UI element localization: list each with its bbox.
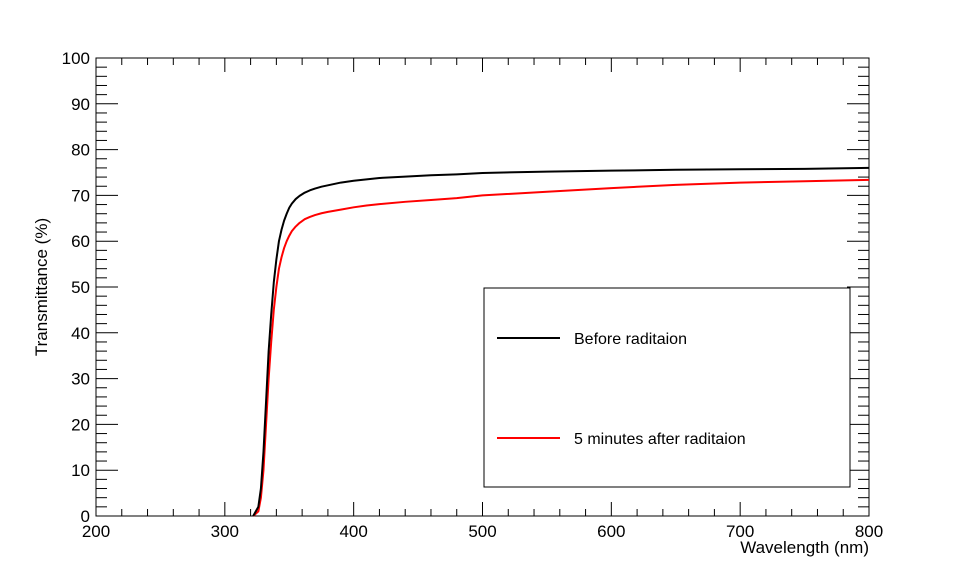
- legend-label-after: 5 minutes after raditaion: [574, 431, 746, 448]
- y-tick-label: 40: [71, 324, 90, 343]
- x-tick-label: 800: [855, 522, 883, 541]
- y-axis-ticks: 0 10 20 30 40 50 60 70 80 90 100: [62, 49, 869, 526]
- x-tick-label: 400: [339, 522, 367, 541]
- y-tick-label: 0: [81, 507, 90, 526]
- x-tick-label: 200: [82, 522, 110, 541]
- legend-label-before: Before raditaion: [574, 331, 687, 348]
- y-tick-label: 50: [71, 278, 90, 297]
- series-line-0: [252, 166, 870, 517]
- y-tick-label: 30: [71, 370, 90, 389]
- x-tick-label: 600: [597, 522, 625, 541]
- series-line-1: [252, 178, 870, 517]
- y-tick-label: 100: [62, 49, 90, 68]
- x-tick-label: 300: [211, 522, 239, 541]
- y-tick-label: 70: [71, 186, 90, 205]
- x-tick-label: 700: [726, 522, 754, 541]
- x-axis-title: Wavelength (nm): [740, 538, 869, 557]
- x-axis-ticks: 200 300 400 500 600 700 800: [82, 58, 883, 541]
- y-tick-label: 90: [71, 95, 90, 114]
- x-tick-label: 500: [468, 522, 496, 541]
- series-layer: [252, 166, 870, 517]
- y-tick-label: 20: [71, 415, 90, 434]
- legend: Before raditaion 5 minutes after raditai…: [483, 287, 851, 488]
- y-tick-label: 10: [71, 461, 90, 480]
- y-axis-title: Transmittance (%): [32, 218, 51, 356]
- legend-box: [483, 287, 851, 488]
- y-tick-label: 80: [71, 141, 90, 160]
- y-tick-label: 60: [71, 232, 90, 251]
